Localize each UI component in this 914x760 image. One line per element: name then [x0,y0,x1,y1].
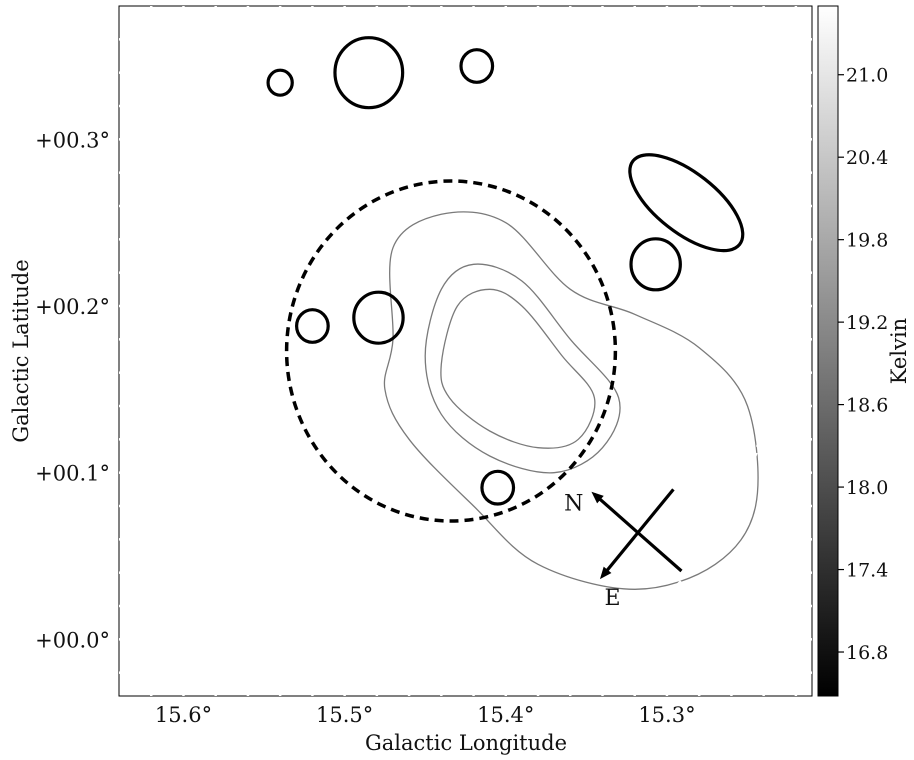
source-circle-8 [629,237,682,292]
inner-dashed-region [284,179,618,523]
heatmap-pixels [119,6,812,696]
colorbar-tick-label: 18.6 [846,395,888,417]
plot-frame-ticks [119,6,812,696]
compass-north-label: N [564,491,583,516]
y-tick-label: +00.3° [35,128,110,152]
contour-inner [440,288,596,449]
source-ellipse [628,153,745,253]
colorbar-tick-label: 19.2 [846,312,888,334]
outer-dashed-region [122,12,774,687]
source-circle-6 [352,290,405,345]
contour-outer [383,211,759,590]
x-tick-label: 15.6° [155,703,212,727]
colorbar-label: Kelvin [887,318,911,384]
source-circle-2 [266,68,294,97]
y-axis-label: Galactic Latitude [9,259,33,442]
x-tick-label: 15.4° [477,703,534,727]
y-tick-label: +00.2° [35,295,110,319]
colorbar-gradient [817,5,839,697]
compass-north-arrowhead [591,491,604,504]
source-circle-7 [480,469,516,506]
temperature-heatmap [119,6,812,696]
colorbar-tick-label: 19.8 [846,230,888,252]
source-regions [122,12,774,687]
x-tick-label: 15.5° [316,703,373,727]
colorbar-ticks: 16.8 17.4 18.0 18.6 19.2 19.8 20.4 21.0 [838,65,888,664]
x-axis-label: Galactic Longitude [365,731,567,755]
y-tick-label: +00.1° [35,462,110,486]
compass-rose: NE [564,488,683,611]
colorbar-tick-label: 16.8 [846,642,888,664]
compass-east-label: E [604,586,620,611]
compass-east-arrowhead [599,566,612,580]
colorbar-tick-label: 21.0 [846,65,888,87]
temperature-contours [383,211,759,590]
y-axis: +00.0° +00.1° +00.2° +00.3° [35,128,110,652]
colorbar-tick-label: 18.0 [846,477,888,499]
x-axis: 15.6° 15.5° 15.4° 15.3° [155,703,696,727]
plot-frame [118,5,813,697]
source-circle-3 [333,36,405,110]
heatmap-field [119,6,812,696]
x-tick-label: 15.3° [638,703,695,727]
source-circle-5 [295,308,330,344]
compass-east-line [601,488,675,578]
colorbar-tick-label: 20.4 [846,147,888,169]
colorbar-tick-label: 17.4 [846,560,888,582]
contour-middle [424,263,621,474]
colorbar: 16.8 17.4 18.0 18.6 19.2 19.8 20.4 21.0 Kelvin [817,5,911,697]
y-tick-label: +00.0° [35,628,110,652]
source-circle-4 [459,48,495,84]
